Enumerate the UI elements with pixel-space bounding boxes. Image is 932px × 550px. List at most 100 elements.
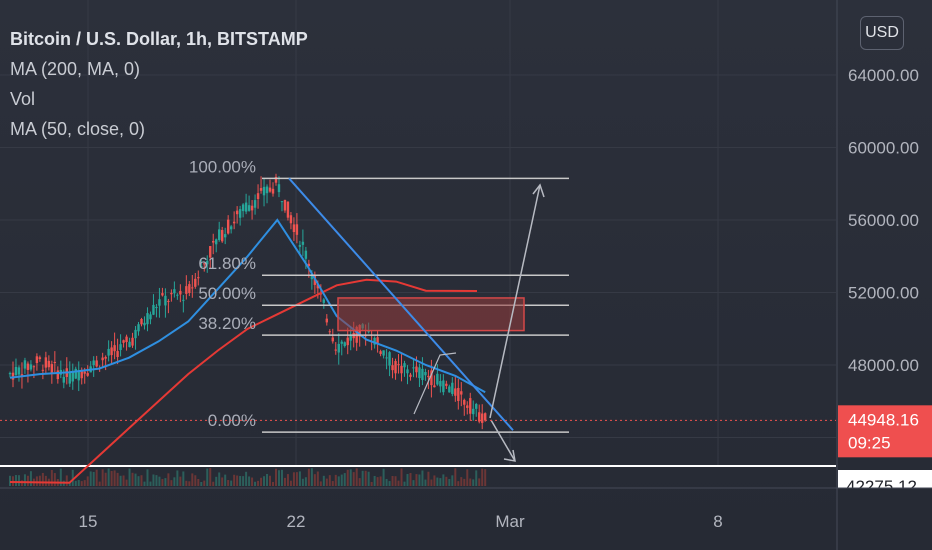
candle-body	[107, 348, 110, 356]
candle-body	[322, 299, 326, 303]
candle-body	[206, 260, 209, 265]
volume-bar	[424, 479, 427, 486]
candle-body	[23, 360, 27, 369]
candle-body	[232, 221, 236, 224]
candle-body	[11, 372, 15, 380]
volume-bar	[74, 480, 77, 486]
volume-bar	[283, 477, 286, 486]
candle-body	[92, 360, 95, 366]
wave-sketch	[413, 352, 457, 415]
volume-bar	[397, 480, 400, 486]
price-axis-label: 56000.00	[848, 211, 919, 230]
volume-bar	[206, 468, 209, 486]
candle-body	[143, 322, 146, 326]
candle-body	[382, 350, 385, 356]
candle-body	[280, 201, 284, 203]
volume-bar	[146, 469, 149, 486]
candle-body	[17, 367, 21, 375]
candle-body	[185, 286, 188, 294]
candle-body	[466, 405, 469, 408]
arrow-head-up	[532, 183, 545, 198]
volume-bar	[53, 473, 56, 486]
volume-bar	[26, 475, 29, 486]
current-price-tag	[838, 405, 932, 458]
volume-bar	[445, 476, 448, 486]
volume-bar	[409, 473, 412, 486]
chart-legend: Bitcoin / U.S. Dollar, 1h, BITSTAMP MA (…	[10, 24, 308, 144]
candle-body	[71, 372, 74, 382]
indicator-volume-label[interactable]: Vol	[10, 89, 36, 109]
candle-body	[445, 383, 448, 386]
candle-body	[460, 391, 463, 395]
volume-bar	[436, 477, 439, 486]
candle-body	[241, 204, 245, 212]
candle-body	[343, 342, 346, 347]
volume-bar	[167, 473, 170, 486]
volume-bar	[289, 480, 292, 486]
axis-mask	[838, 489, 932, 550]
candle-body	[340, 341, 343, 344]
candle-body	[179, 290, 182, 295]
projection-up-arrow	[489, 184, 541, 419]
volume-bar	[200, 481, 203, 486]
candle-body	[226, 219, 230, 234]
volume-bar	[328, 475, 331, 486]
volume-bar	[38, 475, 41, 486]
candle-body	[409, 374, 412, 377]
volume-bar	[304, 477, 307, 486]
volume-bar	[427, 471, 430, 486]
trendline	[288, 177, 514, 431]
candle-body	[439, 381, 442, 387]
volume-bar	[286, 474, 289, 486]
candle-body	[26, 363, 30, 370]
indicator-ma50-label[interactable]: MA (50, close, 0)	[10, 119, 146, 139]
currency-button[interactable]: USD	[860, 16, 904, 50]
candle-body	[110, 347, 113, 356]
volume-bar	[280, 469, 283, 486]
indicator-ma200-label[interactable]: MA (200, MA, 0)	[10, 59, 141, 79]
volume-bar	[203, 480, 206, 486]
candle-body	[167, 300, 170, 302]
candle-body	[457, 387, 460, 401]
volume-bar	[251, 477, 254, 486]
volume-bar	[65, 475, 68, 486]
candle-body	[334, 349, 337, 351]
volume-bar	[307, 468, 310, 486]
volume-bar	[322, 475, 325, 486]
candle-body	[391, 365, 394, 371]
candle-body	[176, 294, 179, 296]
price-axis-label: 64000.00	[848, 66, 919, 85]
arrow-head-down	[503, 449, 516, 462]
volume-bar	[191, 473, 194, 486]
volume-bar	[125, 479, 128, 486]
candle-body	[337, 343, 340, 353]
candle-body	[140, 318, 143, 325]
volume-bar	[107, 468, 110, 486]
candle-body	[373, 337, 376, 345]
candle-body	[277, 184, 281, 193]
candle-body	[421, 368, 424, 380]
volume-bar	[430, 479, 433, 486]
candle-body	[376, 337, 379, 343]
volume-bar	[385, 478, 388, 486]
candle-body	[448, 386, 451, 393]
candle-body	[427, 375, 430, 378]
symbol-title[interactable]: Bitcoin / U.S. Dollar, 1h, BITSTAMP	[10, 29, 308, 49]
candle-body	[47, 360, 51, 368]
volume-bar	[367, 471, 370, 486]
volume-bar	[113, 470, 116, 486]
candle-body	[274, 176, 278, 183]
volume-bar	[418, 474, 421, 486]
ma50-line	[9, 218, 486, 394]
volume-bar	[260, 477, 263, 486]
candle-body	[253, 200, 257, 208]
fib-level-label: 100.00%	[189, 157, 256, 176]
volume-bar	[83, 480, 86, 486]
volume-bar	[179, 476, 182, 486]
volume-bar	[277, 470, 280, 486]
candle-body	[80, 371, 83, 379]
candle-body	[164, 295, 167, 306]
candle-body	[469, 398, 472, 414]
volume-bar	[119, 475, 122, 486]
